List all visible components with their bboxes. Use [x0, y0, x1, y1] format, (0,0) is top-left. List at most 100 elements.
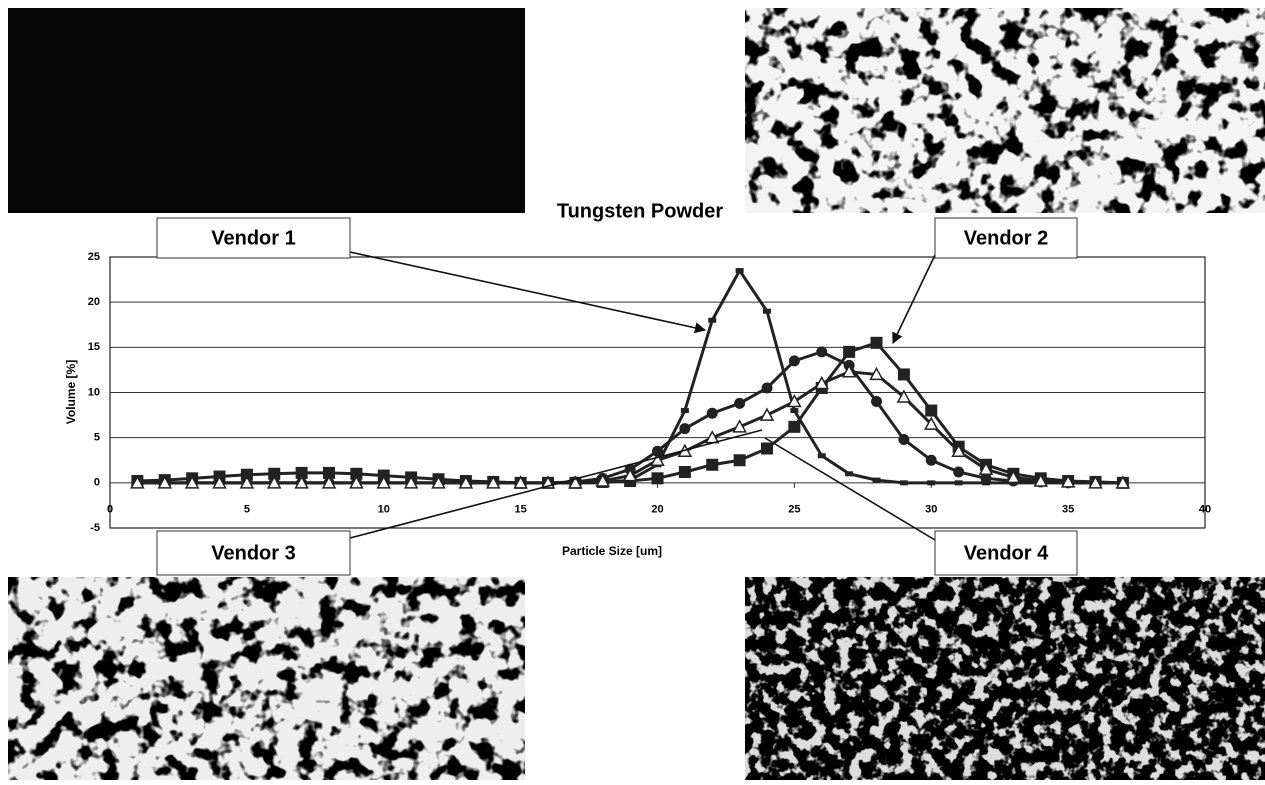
chart-title: Tungsten Powder: [557, 200, 724, 222]
marker: [735, 268, 744, 274]
marker: [954, 480, 963, 486]
marker: [761, 442, 773, 455]
micrograph-texture: [8, 577, 525, 780]
y-tick-label: 20: [88, 296, 100, 308]
y-tick-label: 15: [88, 341, 100, 353]
y-tick-label: 0: [94, 477, 100, 489]
x-tick-label: 5: [244, 504, 250, 516]
marker: [513, 475, 528, 489]
marker: [130, 475, 145, 489]
marker: [925, 404, 938, 417]
callout-pointer: [349, 251, 707, 334]
marker: [294, 475, 309, 489]
marker: [1033, 473, 1049, 487]
callout-label: Vendor 3: [211, 542, 295, 564]
marker: [485, 475, 501, 489]
marker: [897, 368, 910, 381]
marker: [652, 445, 663, 457]
x-tick-label: 10: [378, 504, 390, 516]
marker: [734, 397, 746, 409]
micrograph: [8, 8, 525, 213]
chart-area: [8, 213, 1265, 577]
marker: [980, 472, 992, 484]
series: [130, 364, 1131, 489]
marker: [1115, 475, 1131, 489]
x-tick-label: 25: [788, 504, 800, 516]
x-tick-label: 20: [651, 504, 663, 516]
marker: [814, 375, 830, 390]
x-tick-label: 40: [1199, 504, 1211, 516]
marker: [651, 472, 664, 485]
marker: [761, 382, 773, 394]
marker: [1006, 469, 1021, 484]
marker: [184, 475, 200, 489]
marker: [708, 317, 717, 323]
marker: [896, 389, 912, 403]
marker: [1088, 475, 1103, 489]
marker: [759, 407, 775, 421]
marker: [458, 475, 474, 489]
marker: [790, 408, 799, 414]
y-axis-label: Volume [%]: [64, 360, 78, 424]
marker: [568, 475, 583, 489]
callout-pointer: [764, 437, 936, 541]
marker: [898, 433, 910, 445]
marker: [240, 468, 253, 481]
marker: [323, 466, 335, 479]
marker: [321, 475, 337, 489]
plot-border: [109, 256, 1206, 529]
y-tick-label: -5: [90, 522, 100, 534]
callout-label: Vendor 2: [964, 227, 1048, 249]
marker: [622, 468, 638, 482]
marker: [376, 475, 392, 489]
micrograph-texture: [745, 8, 1265, 213]
callout-pointer: [349, 429, 763, 539]
marker: [1060, 474, 1076, 488]
marker: [680, 408, 689, 414]
marker: [869, 366, 884, 381]
marker: [817, 453, 826, 459]
marker: [595, 473, 611, 487]
marker: [816, 346, 828, 358]
marker: [403, 475, 419, 489]
callout-box: [156, 217, 351, 259]
callout-box: [934, 530, 1078, 576]
callout-label: Vendor 1: [211, 227, 295, 249]
marker: [763, 308, 771, 314]
marker: [678, 465, 691, 478]
y-tick-label: 5: [94, 432, 100, 444]
x-axis-label: Particle Size [um]: [562, 544, 662, 558]
marker: [951, 443, 966, 457]
marker: [212, 475, 227, 489]
callout-box: [934, 217, 1078, 259]
marker: [787, 393, 802, 408]
marker: [239, 475, 255, 489]
x-tick-label: 30: [925, 504, 937, 516]
marker: [706, 407, 718, 419]
x-tick-label: 15: [515, 504, 527, 516]
y-tick-label: 25: [88, 251, 100, 263]
callout-pointer: [892, 254, 936, 345]
marker: [953, 466, 965, 478]
marker: [349, 475, 364, 489]
marker: [732, 419, 747, 433]
marker: [899, 480, 908, 486]
marker: [923, 416, 939, 430]
y-tick-label: 10: [88, 386, 100, 398]
callout-box: [156, 530, 351, 576]
marker: [788, 355, 800, 367]
marker: [650, 452, 665, 466]
marker: [843, 345, 856, 358]
marker: [431, 475, 446, 489]
micrograph-texture: [745, 577, 1265, 780]
marker: [679, 423, 691, 435]
marker: [927, 480, 936, 486]
x-tick-label: 35: [1062, 504, 1074, 516]
marker: [978, 461, 994, 476]
micrographs: [8, 8, 1265, 780]
x-tick-label: 0: [107, 504, 113, 516]
marker: [733, 454, 746, 467]
marker: [295, 466, 308, 479]
marker: [706, 458, 719, 471]
